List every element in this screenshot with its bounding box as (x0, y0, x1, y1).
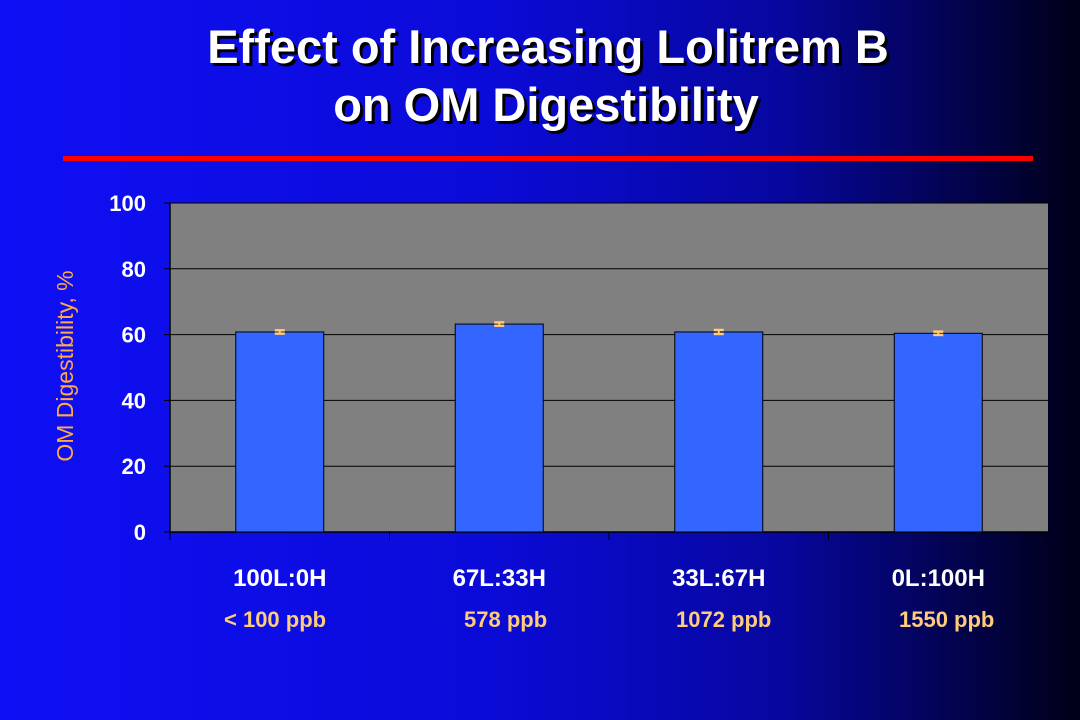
y-tick-label: 20 (122, 454, 146, 479)
ppb-label: < 100 ppb (224, 607, 327, 632)
y-tick-label: 60 (122, 323, 146, 348)
x-tick-label: 67L:33H (453, 565, 546, 592)
y-axis-title: OM Digestibility, % (52, 270, 78, 461)
bar (454, 323, 544, 533)
ppb-label: 578 ppb (464, 607, 548, 632)
bar (893, 332, 983, 533)
x-tick-label: 33L:67H (672, 565, 765, 592)
title-line-2: on OM Digestibility (333, 78, 759, 131)
x-tick-label: 100L:0H (233, 565, 326, 592)
y-tick-label: 80 (122, 257, 146, 282)
x-tick-label: 0L:100H (892, 565, 985, 592)
ppb-label: 1072 ppb (676, 607, 772, 632)
title-line-1: Effect of Increasing Lolitrem B (207, 20, 889, 73)
bar (674, 331, 764, 533)
ppb-label: 1550 ppb (899, 607, 995, 632)
title-underline (63, 156, 1033, 161)
bar (235, 331, 325, 533)
y-tick-label: 0 (134, 520, 146, 545)
slide-title: Effect of Increasing Lolitrem B on OM Di… (0, 18, 1080, 134)
y-tick-label: 100 (109, 191, 146, 216)
y-tick-label: 40 (122, 388, 146, 413)
